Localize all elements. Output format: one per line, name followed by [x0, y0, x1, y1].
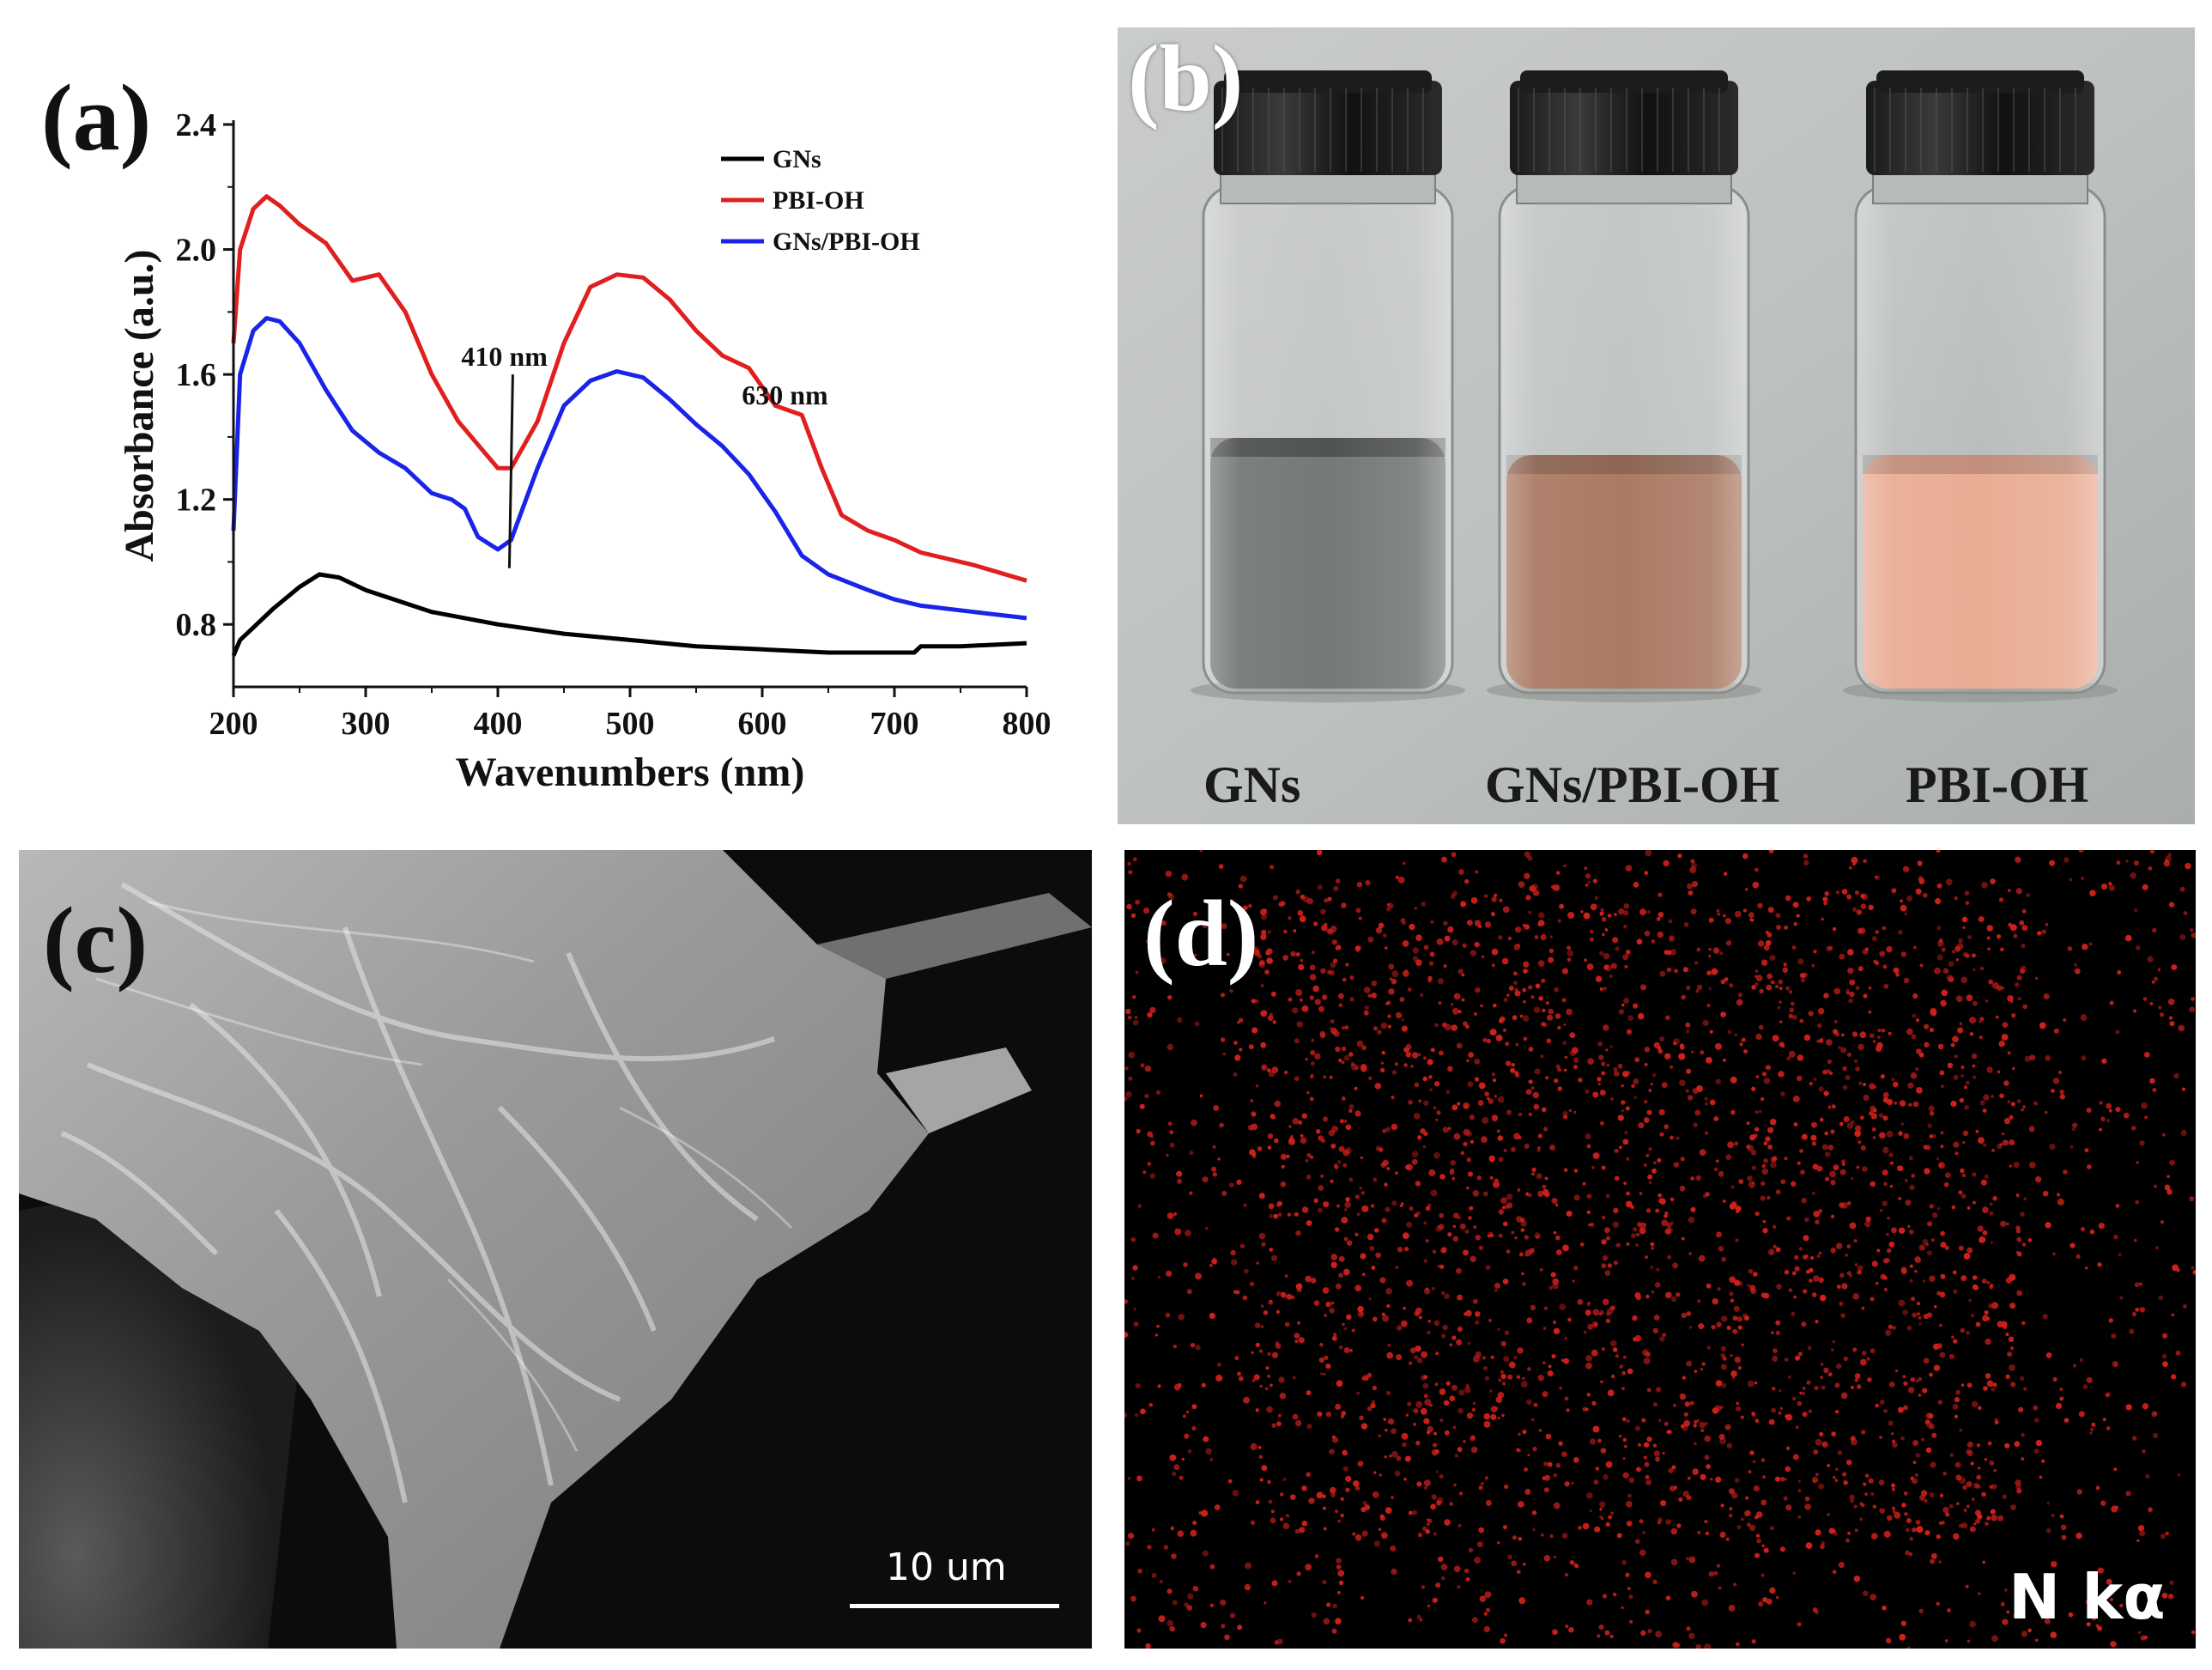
x-tick-label: 300	[342, 706, 391, 742]
annotation-630: 630 nm	[742, 380, 828, 410]
x-tick-label: 600	[738, 706, 787, 742]
annotation-410-marker	[507, 374, 514, 568]
element-label: N kα	[2009, 1561, 2166, 1633]
eds-nitrogen-map	[1124, 850, 2196, 1649]
y-tick-label: 2.4	[176, 107, 217, 143]
x-tick-label: 800	[1003, 706, 1051, 742]
x-tick-label: 700	[870, 706, 919, 742]
y-axis-title: Absorbance (a.u.)	[117, 249, 162, 562]
eds-map-panel: (d) N kα	[1124, 850, 2196, 1649]
uv-vis-chart-panel: 200 300 400 500 600 700 800 0.8 1.2 1.6 2.0 2.4 Wave…	[0, 0, 1107, 824]
legend-label: PBI-OH	[773, 186, 864, 215]
series-line-0	[231, 572, 1027, 657]
y-tick-label: 1.2	[176, 483, 217, 519]
y-tick-label: 2.0	[176, 233, 217, 269]
sem-image	[19, 850, 1092, 1649]
vial-caption-gns: GNs	[1203, 756, 1301, 813]
uv-vis-chart: 200 300 400 500 600 700 800 0.8 1.2 1.6 2.0 2.4 Wave…	[117, 107, 1051, 795]
sem-image-panel: (c) 10 um	[19, 850, 1092, 1649]
vial-photo-panel: (b) GNs GNs/PBI-OH PBI-OH	[1118, 27, 2195, 824]
y-tick-label: 0.8	[176, 607, 217, 643]
eds-dots	[1124, 850, 2196, 1649]
x-axis-title: Wavenumbers (nm)	[456, 750, 805, 795]
x-tick-label: 500	[606, 706, 655, 742]
scale-bar-label: 10 um	[886, 1546, 1007, 1589]
panel-label-d: (d)	[1143, 881, 1259, 986]
vial	[1843, 70, 2118, 702]
x-tick-label: 400	[474, 706, 523, 742]
annotation-410: 410 nm	[461, 341, 548, 372]
vial	[1191, 70, 1465, 702]
x-tick-label: 200	[209, 706, 258, 742]
vial	[1487, 70, 1761, 702]
panel-label-c: (c)	[43, 888, 148, 993]
legend-label: GNs/PBI-OH	[773, 228, 920, 256]
scale-bar	[850, 1604, 1059, 1608]
series-line-1	[231, 194, 1027, 583]
series-line-2	[231, 316, 1027, 621]
legend-label: GNs	[773, 145, 821, 173]
panel-label-a: (a)	[41, 65, 152, 170]
panel-label-b: (b)	[1128, 27, 1244, 131]
y-tick-label: 1.6	[176, 357, 217, 393]
vial-caption-gns-pbi-oh: GNs/PBI-OH	[1485, 756, 1780, 813]
vial-photo	[1118, 27, 2195, 824]
vial-caption-pbi-oh: PBI-OH	[1906, 756, 2089, 813]
